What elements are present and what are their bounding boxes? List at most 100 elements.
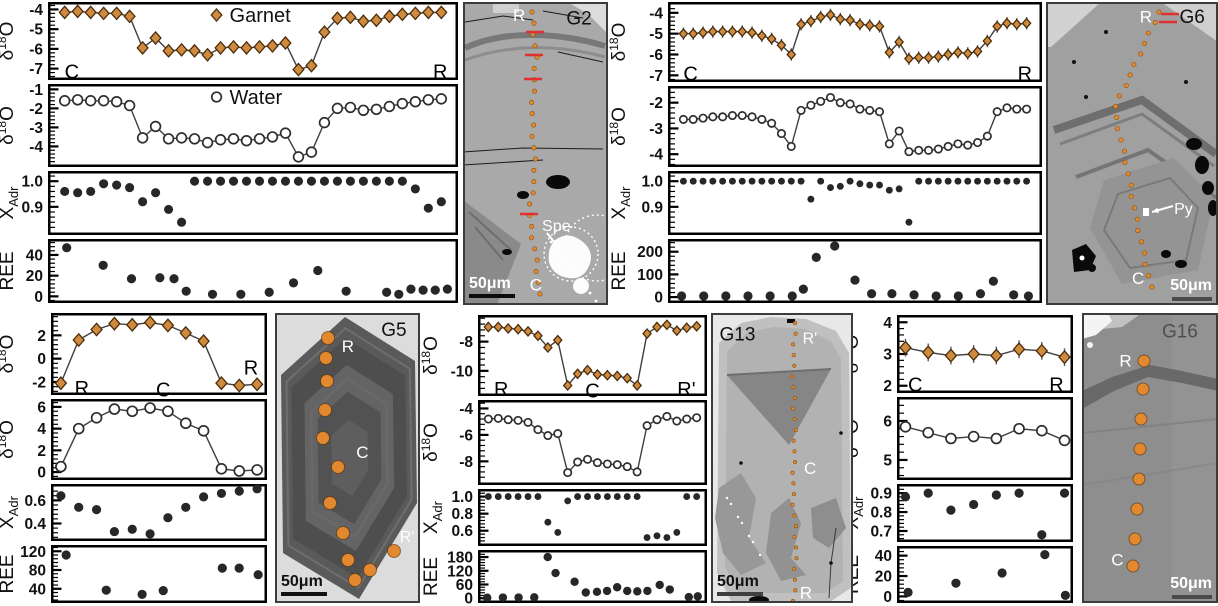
water-data-point	[894, 126, 904, 136]
y-tick-label: 3	[883, 347, 892, 364]
data-point	[280, 176, 291, 186]
y-axis-label: δ18O	[0, 22, 18, 61]
data-point	[483, 593, 492, 602]
water-data-point	[126, 405, 139, 418]
data-point	[743, 291, 753, 301]
transect-spot	[1146, 273, 1152, 279]
series-dot	[62, 243, 452, 299]
data-point	[101, 585, 111, 595]
y-axis-label: δ18O	[607, 107, 630, 146]
transect-spot	[529, 235, 535, 241]
data-point	[207, 289, 218, 299]
water-data-point	[144, 402, 156, 414]
data-point	[61, 550, 71, 560]
garnet-data-point	[953, 46, 963, 59]
transect-spot	[790, 502, 795, 507]
garnet-data-point	[786, 48, 797, 61]
y-axis-label: REE	[0, 251, 18, 290]
image-frame	[711, 313, 853, 603]
image-label-R: R	[513, 6, 525, 25]
y-tick-label: -4	[29, 2, 43, 19]
data-point	[953, 291, 963, 301]
analysis-spot	[336, 526, 350, 540]
water-data-point	[1058, 434, 1071, 447]
data-point	[62, 243, 72, 253]
data-point	[56, 491, 66, 501]
garnet-data-point	[756, 30, 767, 42]
data-point	[954, 177, 962, 185]
transect-spot	[527, 201, 533, 207]
y-axis-label: XAdr	[421, 500, 445, 534]
water-data-point	[201, 136, 214, 149]
image-label-Py: Py	[1174, 201, 1193, 218]
water-data-point	[612, 460, 622, 470]
data-point	[254, 176, 265, 186]
y-tick-label: 20	[26, 268, 43, 285]
data-point	[778, 177, 785, 185]
transect-spot	[792, 513, 797, 518]
water-data-point	[992, 107, 1002, 117]
data-point	[1003, 177, 1011, 185]
garnet-data-point	[698, 27, 708, 39]
data-point	[253, 570, 263, 580]
chart-G2-garnet-profile: -4 -5 -6 -7 δ18O Garnet C R	[0, 2, 458, 84]
garnet-data-point	[992, 20, 1003, 32]
x-position-label: R	[1018, 63, 1032, 85]
chart-G6-ree-profile: 200 100 0 REE	[609, 239, 1042, 307]
data-point	[693, 493, 701, 501]
data-point	[991, 490, 1001, 500]
y-tick-label: 2	[883, 378, 892, 395]
analysis-spot	[348, 573, 362, 587]
water-data-point	[914, 145, 924, 155]
transect-spot	[529, 99, 535, 105]
image-label-R: R	[342, 337, 354, 356]
water-data-point	[523, 417, 533, 427]
data-point	[169, 274, 179, 284]
series-dot	[676, 241, 1034, 301]
data-point	[215, 176, 226, 186]
garnet-data-point	[747, 27, 757, 39]
water-data-point	[776, 129, 787, 139]
chart-G2-water-profile: -1 -2 -3 -4 δ18O Water	[0, 82, 458, 167]
garnet-data-point	[253, 39, 266, 54]
data-point	[1040, 550, 1050, 560]
transect-spot	[1156, 9, 1162, 15]
data-point	[846, 177, 854, 185]
series-dot	[903, 550, 1070, 601]
y-axis-label: δ18O	[607, 23, 630, 62]
y-tick-label: 0.7	[870, 523, 892, 540]
water-data-point	[513, 415, 523, 425]
y-tick-label: -6	[29, 41, 43, 58]
data-point	[181, 502, 191, 512]
data-point	[964, 177, 972, 185]
garnet-data-point	[1011, 18, 1022, 30]
water-data-point	[825, 92, 836, 103]
garnet-data-point	[179, 325, 193, 341]
garnet-data-point	[766, 33, 777, 45]
water-data-point	[344, 101, 357, 114]
water-data-point	[266, 131, 279, 143]
data-point	[234, 563, 244, 573]
data-point	[397, 176, 407, 186]
data-point	[264, 287, 274, 297]
data-point	[946, 505, 956, 515]
water-data-point	[162, 405, 174, 418]
water-data-point	[357, 104, 370, 116]
y-tick-label: 5	[883, 452, 892, 469]
data-point	[885, 186, 893, 194]
data-point	[856, 180, 864, 188]
data-point	[787, 291, 797, 301]
garnet-data-point	[972, 45, 983, 57]
water-data-point	[396, 97, 409, 110]
transect-spot	[1131, 61, 1137, 67]
data-point	[931, 291, 941, 301]
chart-G13-xadr-profile: 1.00.80.6 XAdr	[421, 489, 707, 546]
data-point	[679, 177, 687, 185]
transect-spot	[1116, 93, 1122, 99]
data-point	[1037, 530, 1047, 540]
y-tick-label: 2	[37, 443, 46, 460]
garnet-data-point	[592, 368, 603, 381]
data-point	[241, 176, 252, 186]
data-point	[228, 176, 239, 186]
water-data-point	[1035, 424, 1048, 437]
